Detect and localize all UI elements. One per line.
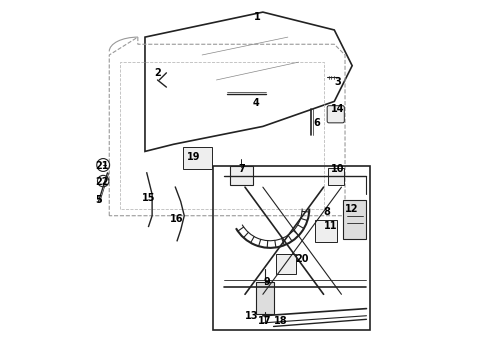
Text: 21: 21 <box>96 161 109 171</box>
Text: 14: 14 <box>331 104 344 113</box>
Text: 18: 18 <box>274 316 288 326</box>
FancyBboxPatch shape <box>230 166 253 185</box>
Text: 10: 10 <box>331 164 344 174</box>
Text: 19: 19 <box>187 152 200 162</box>
Text: 15: 15 <box>142 193 155 203</box>
Text: 7: 7 <box>238 164 245 174</box>
FancyBboxPatch shape <box>327 106 344 123</box>
FancyBboxPatch shape <box>316 220 337 242</box>
FancyBboxPatch shape <box>328 168 344 185</box>
Text: 6: 6 <box>313 118 320 128</box>
Text: 16: 16 <box>171 214 184 224</box>
FancyBboxPatch shape <box>276 254 296 274</box>
Text: 4: 4 <box>252 98 259 108</box>
Text: 11: 11 <box>324 221 338 231</box>
Text: 5: 5 <box>95 195 102 204</box>
Text: 12: 12 <box>345 203 359 213</box>
Text: 9: 9 <box>263 277 270 287</box>
FancyBboxPatch shape <box>256 282 273 314</box>
Text: 2: 2 <box>154 68 161 78</box>
Text: 8: 8 <box>324 207 331 217</box>
Text: 17: 17 <box>258 316 271 326</box>
Text: 3: 3 <box>335 77 341 87</box>
FancyBboxPatch shape <box>183 147 212 168</box>
Text: 22: 22 <box>96 177 109 187</box>
Text: 20: 20 <box>295 253 309 264</box>
Text: 1: 1 <box>254 13 261 22</box>
Text: 13: 13 <box>245 311 259 321</box>
FancyBboxPatch shape <box>343 200 367 239</box>
